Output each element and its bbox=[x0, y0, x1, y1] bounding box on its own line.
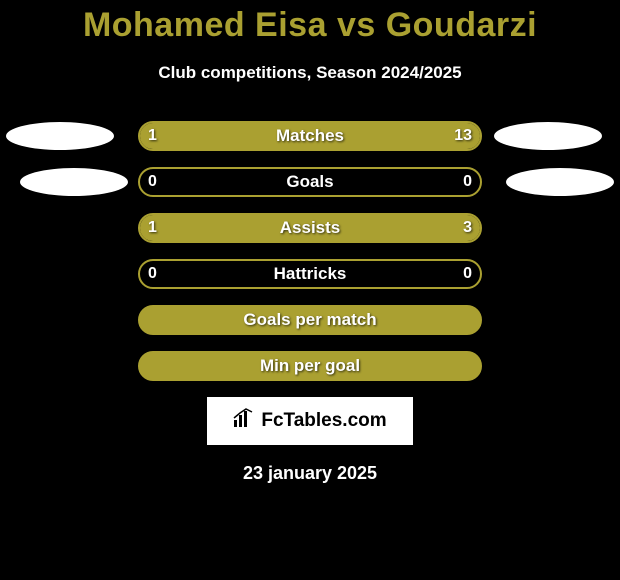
value-left: 1 bbox=[148, 219, 157, 237]
date-label: 23 january 2025 bbox=[0, 463, 620, 484]
logo-label: FcTables.com bbox=[261, 410, 386, 432]
decorative-oval bbox=[6, 122, 114, 150]
value-right: 0 bbox=[463, 265, 472, 283]
bar-fill-right bbox=[225, 215, 480, 241]
comparison-infographic: Mohamed Eisa vs Goudarzi Club competitio… bbox=[0, 0, 620, 580]
comparison-rows: 113Matches00Goals13Assists00HattricksGoa… bbox=[0, 121, 620, 381]
value-right: 3 bbox=[463, 219, 472, 237]
bar-track: 1 3 Assists bbox=[138, 213, 482, 243]
bar-track: Goals per match bbox=[138, 305, 482, 335]
page-title: Mohamed Eisa vs Goudarzi bbox=[0, 0, 620, 45]
stat-row: 1 3 Assists bbox=[0, 213, 620, 243]
page-subtitle: Club competitions, Season 2024/2025 bbox=[0, 63, 620, 83]
decorative-oval bbox=[506, 168, 614, 196]
bar-track: 0 0 Hattricks bbox=[138, 259, 482, 289]
row-label: Assists bbox=[280, 218, 340, 238]
row-label: Matches bbox=[276, 126, 344, 146]
value-left: 0 bbox=[148, 265, 157, 283]
bar-track: Min per goal bbox=[138, 351, 482, 381]
row-label: Goals bbox=[286, 172, 333, 192]
stat-row: Min per goal bbox=[0, 351, 620, 381]
decorative-oval bbox=[20, 168, 128, 196]
row-label: Min per goal bbox=[260, 356, 360, 376]
row-label: Goals per match bbox=[243, 310, 376, 330]
value-right: 0 bbox=[463, 173, 472, 191]
bar-track: 1 13 Matches bbox=[138, 121, 482, 151]
value-left: 0 bbox=[148, 173, 157, 191]
value-right: 13 bbox=[454, 127, 472, 145]
stat-row: Goals per match bbox=[0, 305, 620, 335]
logo-text: FcTables.com bbox=[233, 408, 386, 434]
source-logo: FcTables.com bbox=[207, 397, 413, 445]
row-label: Hattricks bbox=[274, 264, 347, 284]
bar-track: 0 0 Goals bbox=[138, 167, 482, 197]
decorative-oval bbox=[494, 122, 602, 150]
stat-row: 0 0 Hattricks bbox=[0, 259, 620, 289]
bar-chart-icon bbox=[233, 408, 255, 434]
value-left: 1 bbox=[148, 127, 157, 145]
